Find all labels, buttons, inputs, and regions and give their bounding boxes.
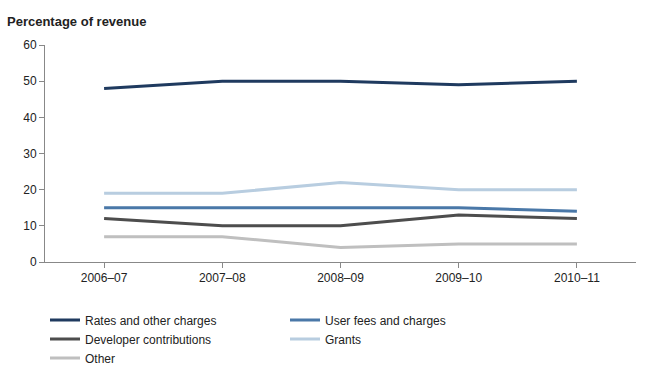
svg-text:User fees and charges: User fees and charges xyxy=(325,314,446,328)
svg-text:2006–07: 2006–07 xyxy=(81,271,128,285)
svg-text:Grants: Grants xyxy=(325,333,361,347)
svg-text:20: 20 xyxy=(23,183,37,197)
svg-text:2007–08: 2007–08 xyxy=(199,271,246,285)
svg-text:50: 50 xyxy=(23,74,37,88)
svg-text:Percentage of revenue: Percentage of revenue xyxy=(7,14,146,29)
svg-text:10: 10 xyxy=(23,219,37,233)
svg-text:0: 0 xyxy=(30,255,37,269)
svg-text:40: 40 xyxy=(23,111,37,125)
svg-text:2010–11: 2010–11 xyxy=(554,271,600,285)
svg-text:2008–09: 2008–09 xyxy=(317,271,364,285)
svg-text:2009–10: 2009–10 xyxy=(435,271,482,285)
svg-text:Other: Other xyxy=(85,352,115,366)
svg-text:Rates and other charges: Rates and other charges xyxy=(85,314,216,328)
svg-text:30: 30 xyxy=(23,147,37,161)
svg-text:60: 60 xyxy=(23,38,37,52)
svg-text:Developer contributions: Developer contributions xyxy=(85,333,211,347)
